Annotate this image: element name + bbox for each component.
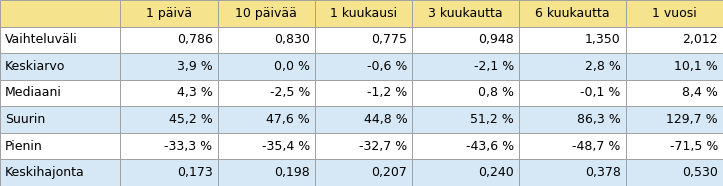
Bar bbox=[625, 133, 723, 159]
Text: 2,012: 2,012 bbox=[683, 33, 718, 46]
Text: 45,2 %: 45,2 % bbox=[169, 113, 213, 126]
Text: -48,7 %: -48,7 % bbox=[572, 140, 620, 153]
Text: -2,5 %: -2,5 % bbox=[270, 86, 310, 100]
Bar bbox=[218, 53, 315, 80]
Text: 129,7 %: 129,7 % bbox=[667, 113, 718, 126]
Bar bbox=[519, 27, 625, 53]
Text: 0,830: 0,830 bbox=[274, 33, 310, 46]
Bar bbox=[120, 159, 218, 186]
Bar bbox=[218, 27, 315, 53]
Bar bbox=[413, 159, 519, 186]
Text: -32,7 %: -32,7 % bbox=[359, 140, 408, 153]
Bar bbox=[218, 133, 315, 159]
Text: 47,6 %: 47,6 % bbox=[266, 113, 310, 126]
Text: 51,2 %: 51,2 % bbox=[470, 113, 514, 126]
Bar bbox=[625, 53, 723, 80]
Bar bbox=[218, 106, 315, 133]
Bar bbox=[0, 133, 120, 159]
Text: 0,240: 0,240 bbox=[478, 166, 514, 179]
Text: Keskiarvo: Keskiarvo bbox=[5, 60, 66, 73]
Bar bbox=[218, 80, 315, 106]
Bar bbox=[519, 133, 625, 159]
Bar bbox=[0, 159, 120, 186]
Text: Pienin: Pienin bbox=[5, 140, 43, 153]
Bar bbox=[625, 106, 723, 133]
Text: 1 kuukausi: 1 kuukausi bbox=[330, 7, 398, 20]
Bar bbox=[519, 0, 625, 27]
Bar bbox=[315, 80, 413, 106]
Text: 44,8 %: 44,8 % bbox=[364, 113, 408, 126]
Text: -43,6 %: -43,6 % bbox=[466, 140, 514, 153]
Bar bbox=[413, 0, 519, 27]
Text: 0,207: 0,207 bbox=[372, 166, 408, 179]
Bar bbox=[0, 27, 120, 53]
Bar bbox=[413, 53, 519, 80]
Text: Keskihajonta: Keskihajonta bbox=[5, 166, 85, 179]
Text: 0,786: 0,786 bbox=[176, 33, 213, 46]
Text: -35,4 %: -35,4 % bbox=[262, 140, 310, 153]
Text: Suurin: Suurin bbox=[5, 113, 46, 126]
Text: 0,173: 0,173 bbox=[177, 166, 213, 179]
Bar bbox=[519, 106, 625, 133]
Bar bbox=[413, 27, 519, 53]
Bar bbox=[218, 0, 315, 27]
Text: 0,198: 0,198 bbox=[274, 166, 310, 179]
Text: 86,3 %: 86,3 % bbox=[577, 113, 620, 126]
Bar bbox=[0, 80, 120, 106]
Bar bbox=[315, 159, 413, 186]
Bar bbox=[120, 80, 218, 106]
Bar bbox=[120, 0, 218, 27]
Text: 1,350: 1,350 bbox=[585, 33, 620, 46]
Bar bbox=[120, 27, 218, 53]
Bar bbox=[413, 133, 519, 159]
Text: Vaihteluväli: Vaihteluväli bbox=[5, 33, 78, 46]
Bar bbox=[519, 80, 625, 106]
Bar bbox=[218, 159, 315, 186]
Bar bbox=[0, 53, 120, 80]
Bar bbox=[625, 159, 723, 186]
Text: -2,1 %: -2,1 % bbox=[474, 60, 514, 73]
Bar bbox=[120, 106, 218, 133]
Bar bbox=[0, 0, 120, 27]
Text: 1 päivä: 1 päivä bbox=[146, 7, 192, 20]
Bar bbox=[315, 106, 413, 133]
Text: 3 kuukautta: 3 kuukautta bbox=[429, 7, 503, 20]
Bar bbox=[625, 27, 723, 53]
Bar bbox=[413, 80, 519, 106]
Bar bbox=[315, 0, 413, 27]
Text: 0,0 %: 0,0 % bbox=[274, 60, 310, 73]
Text: -0,6 %: -0,6 % bbox=[367, 60, 408, 73]
Text: 2,8 %: 2,8 % bbox=[585, 60, 620, 73]
Bar bbox=[120, 133, 218, 159]
Bar bbox=[315, 53, 413, 80]
Text: 10 päivää: 10 päivää bbox=[236, 7, 297, 20]
Text: -71,5 %: -71,5 % bbox=[669, 140, 718, 153]
Text: 3,9 %: 3,9 % bbox=[177, 60, 213, 73]
Text: 0,530: 0,530 bbox=[682, 166, 718, 179]
Text: -33,3 %: -33,3 % bbox=[164, 140, 213, 153]
Text: 6 kuukautta: 6 kuukautta bbox=[535, 7, 609, 20]
Text: 4,3 %: 4,3 % bbox=[177, 86, 213, 100]
Text: 0,948: 0,948 bbox=[478, 33, 514, 46]
Text: Mediaani: Mediaani bbox=[5, 86, 62, 100]
Text: 0,8 %: 0,8 % bbox=[478, 86, 514, 100]
Bar bbox=[413, 106, 519, 133]
Bar bbox=[519, 53, 625, 80]
Text: -0,1 %: -0,1 % bbox=[580, 86, 620, 100]
Bar bbox=[120, 53, 218, 80]
Text: 0,775: 0,775 bbox=[372, 33, 408, 46]
Text: 8,4 %: 8,4 % bbox=[682, 86, 718, 100]
Bar bbox=[625, 0, 723, 27]
Bar bbox=[625, 80, 723, 106]
Bar bbox=[519, 159, 625, 186]
Bar bbox=[0, 106, 120, 133]
Bar bbox=[315, 27, 413, 53]
Text: -1,2 %: -1,2 % bbox=[367, 86, 408, 100]
Text: 0,378: 0,378 bbox=[585, 166, 620, 179]
Text: 1 vuosi: 1 vuosi bbox=[652, 7, 697, 20]
Text: 10,1 %: 10,1 % bbox=[674, 60, 718, 73]
Bar bbox=[315, 133, 413, 159]
